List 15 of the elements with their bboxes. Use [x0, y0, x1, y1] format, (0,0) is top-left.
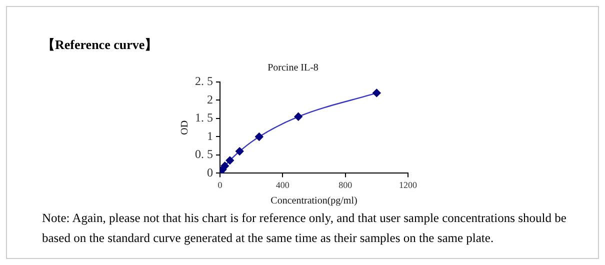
chart-title: Porcine IL-8 — [268, 62, 318, 74]
text: Note: Again, please not that his chart is for reference only, and that user sample concentrations should be based on the standard curve generated at the same time as their samples on the same plate. — [42, 210, 568, 247]
text: 【Reference curve】 — [42, 36, 158, 54]
y-tick-label: 0 — [207, 165, 213, 180]
y-tick-label: 0. 5 — [195, 147, 213, 162]
y-tick-label: 2. 5 — [195, 74, 213, 88]
x-axis-title: Concentration(pg/ml) — [270, 196, 358, 207]
x-tick-label: 1200 — [399, 180, 418, 190]
x-tick-label: 800 — [338, 180, 353, 190]
y-tick-label: 2 — [207, 92, 213, 106]
y-axis-title: OD — [180, 120, 191, 135]
x-tick-label: 400 — [276, 180, 290, 190]
y-tick-label: 1 — [207, 128, 213, 143]
y-tick-label: 1. 5 — [195, 110, 213, 125]
x-tick-label: 0 — [218, 180, 223, 190]
